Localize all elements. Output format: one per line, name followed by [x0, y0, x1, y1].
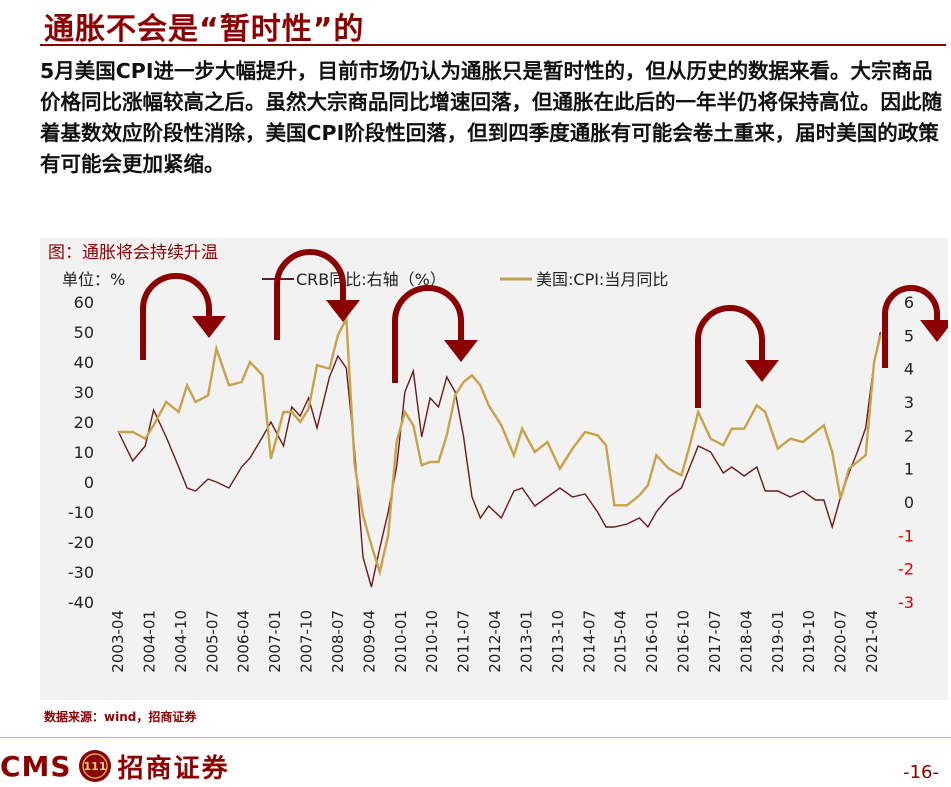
x-axis-tick: 2017-07	[706, 610, 724, 673]
x-axis-tick: 2003-04	[109, 610, 127, 673]
right-axis-tick: 4	[904, 360, 914, 379]
x-axis-tick: 2018-04	[737, 610, 755, 673]
curved-arrow-1-head	[192, 316, 226, 338]
x-axis-tick: 2010-01	[392, 610, 410, 673]
x-axis-tick: 2016-10	[675, 610, 693, 673]
x-axis-tick: 2011-07	[455, 610, 473, 673]
left-axis-tick: -20	[68, 533, 94, 552]
right-axis-tick: 5	[904, 326, 914, 345]
x-axis-tick: 2009-04	[360, 610, 378, 673]
slide-title: 通胀不会是“暂时性”的	[44, 12, 365, 47]
x-axis-tick: 2004-01	[140, 610, 158, 673]
curved-arrow-5	[882, 285, 940, 368]
right-axis-tick: 3	[904, 393, 914, 412]
x-axis-tick: 2020-07	[832, 610, 850, 673]
logo-cms-text: CMS	[0, 749, 72, 783]
logo-cn-text: 招商证券	[117, 753, 230, 784]
x-axis-tick: 2015-04	[612, 610, 630, 673]
left-axis-tick: 40	[74, 353, 94, 372]
curved-arrow-1	[140, 273, 212, 360]
right-axis-tick: -2	[898, 560, 914, 579]
curved-arrow-3-head	[444, 340, 478, 362]
curved-arrow-5-head	[920, 320, 948, 342]
left-axis-tick: -30	[68, 563, 94, 582]
right-axis-tick: 6	[904, 293, 914, 312]
series-line-cpi	[118, 314, 882, 577]
summary-paragraph: 5月美国CPI进一步大幅提升，目前市场仍认为通胀只是暂时性的，但从历史的数据来看…	[40, 59, 942, 176]
x-axis-tick: 2012-04	[486, 610, 504, 673]
x-axis-tick: 2010-10	[423, 610, 441, 673]
chart-panel: 图：通胀将会持续升温 单位：% CRB同比:右轴（%） 美国:CPI:当月同比 60 50…	[40, 238, 948, 700]
right-axis-tick: 2	[904, 426, 914, 445]
right-axis-tick: -3	[898, 593, 914, 612]
left-axis-tick: 20	[74, 413, 94, 432]
x-axis-tick: 2016-01	[643, 610, 661, 673]
curved-arrow-4	[695, 305, 765, 408]
right-axis-tick: 1	[904, 460, 914, 479]
x-axis-tick: 2008-07	[329, 610, 347, 673]
curved-arrow-3	[392, 285, 464, 383]
x-axis-tick: 2013-10	[549, 610, 567, 673]
curved-arrow-2	[274, 249, 346, 340]
data-source-note: 数据来源：wind，招商证券	[44, 710, 197, 724]
right-axis-tick: 0	[904, 493, 914, 512]
left-axis-tick: 60	[74, 293, 94, 312]
x-axis-tick: 2005-07	[203, 610, 221, 673]
x-axis-tick: 2006-04	[235, 610, 253, 673]
right-axis-tick: -1	[898, 526, 914, 545]
footer-divider	[0, 737, 951, 738]
left-axis-tick: 50	[74, 323, 94, 342]
x-axis-tick: 2004-10	[172, 610, 190, 673]
left-axis-tick: 10	[74, 443, 94, 462]
company-logo: CMS 111 招商证券	[0, 748, 230, 784]
logo-badge-icon: 111	[78, 750, 111, 782]
left-axis-tick: -40	[68, 593, 94, 612]
left-axis-tick: 30	[74, 383, 94, 402]
unit-label: 单位：%	[62, 270, 125, 289]
x-axis-tick: 2014-07	[580, 610, 598, 673]
curved-arrow-2-head	[326, 300, 360, 322]
x-axis-tick: 2013-01	[517, 610, 535, 673]
x-axis-tick: 2007-10	[298, 610, 316, 673]
x-axis-tick: 2019-10	[800, 610, 818, 673]
legend-label-cpi: 美国:CPI:当月同比	[536, 270, 668, 289]
series-line-crb	[117, 331, 882, 588]
x-axis-tick: 2021-04	[863, 610, 881, 673]
page-number: -16-	[903, 762, 939, 783]
svg-text:111: 111	[83, 760, 106, 773]
x-axis-tick: 2019-01	[769, 610, 787, 673]
legend-label-crb: CRB同比:右轴（%）	[296, 270, 446, 289]
x-axis-tick: 2007-01	[266, 610, 284, 673]
curved-arrow-4-head	[745, 360, 779, 382]
left-axis-tick: -10	[68, 503, 94, 522]
chart-title: 图：通胀将会持续升温	[48, 243, 218, 263]
title-divider	[40, 44, 946, 46]
left-axis-tick: 0	[84, 473, 94, 492]
